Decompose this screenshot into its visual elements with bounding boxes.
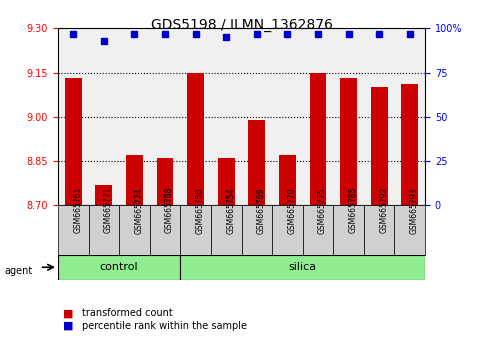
FancyBboxPatch shape [58,205,88,255]
Bar [310,73,327,354]
Text: GSM665793: GSM665793 [410,187,419,234]
Text: GSM665769: GSM665769 [257,187,266,234]
Text: GSM665775: GSM665775 [318,187,327,234]
FancyBboxPatch shape [180,205,211,255]
Bar [65,79,82,354]
Bar [401,84,418,354]
Text: silica: silica [289,262,317,272]
Text: agent: agent [5,266,33,276]
FancyBboxPatch shape [395,205,425,255]
Bar [187,73,204,354]
Bar [156,158,173,354]
Text: transformed count: transformed count [82,308,173,318]
Bar [248,120,265,354]
Text: control: control [100,262,139,272]
Text: GSM665761: GSM665761 [73,187,82,234]
FancyBboxPatch shape [333,205,364,255]
Text: GSM665754: GSM665754 [226,187,235,234]
FancyBboxPatch shape [242,205,272,255]
Text: GSM665792: GSM665792 [379,187,388,234]
FancyBboxPatch shape [180,255,425,280]
Text: ■: ■ [63,321,73,331]
Bar [218,158,235,354]
FancyBboxPatch shape [272,205,303,255]
FancyBboxPatch shape [211,205,242,255]
FancyBboxPatch shape [364,205,395,255]
Text: ■: ■ [63,308,73,318]
Text: GSM665770: GSM665770 [287,187,297,234]
FancyBboxPatch shape [58,255,180,280]
Text: percentile rank within the sample: percentile rank within the sample [82,321,247,331]
FancyBboxPatch shape [303,205,333,255]
Bar [340,79,357,354]
Text: GDS5198 / ILMN_1362876: GDS5198 / ILMN_1362876 [151,18,332,32]
Bar [126,155,143,354]
Text: GSM665774: GSM665774 [134,187,143,234]
Bar [371,87,387,354]
Text: GSM665750: GSM665750 [196,187,205,234]
Text: GSM665788: GSM665788 [165,187,174,233]
Bar [279,155,296,354]
FancyBboxPatch shape [150,205,180,255]
Bar [96,185,112,354]
Text: GSM665785: GSM665785 [349,187,357,234]
FancyBboxPatch shape [88,205,119,255]
FancyBboxPatch shape [119,205,150,255]
Text: GSM665771: GSM665771 [104,187,113,234]
